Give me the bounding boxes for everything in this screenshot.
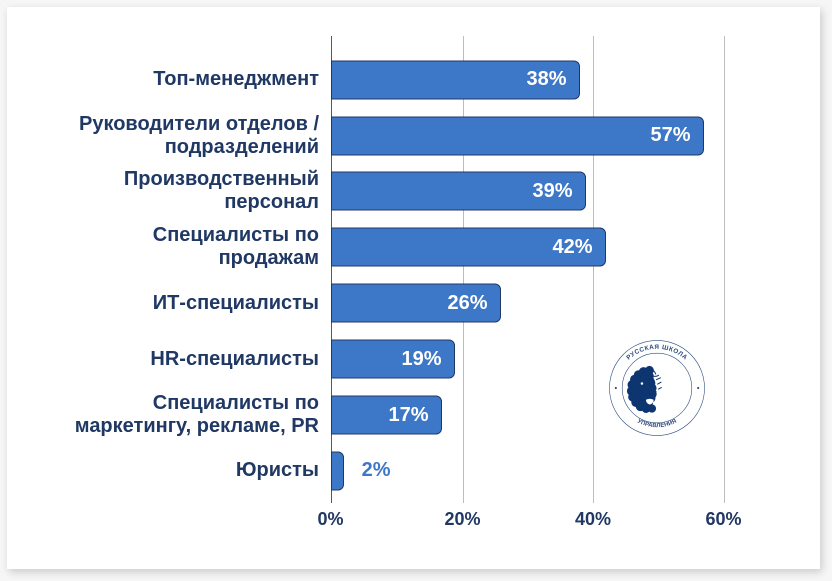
svg-text:УПРАВЛЕНИЯ: УПРАВЛЕНИЯ bbox=[636, 419, 677, 430]
svg-text:РУССКАЯ ШКОЛА: РУССКАЯ ШКОЛА bbox=[625, 344, 688, 362]
